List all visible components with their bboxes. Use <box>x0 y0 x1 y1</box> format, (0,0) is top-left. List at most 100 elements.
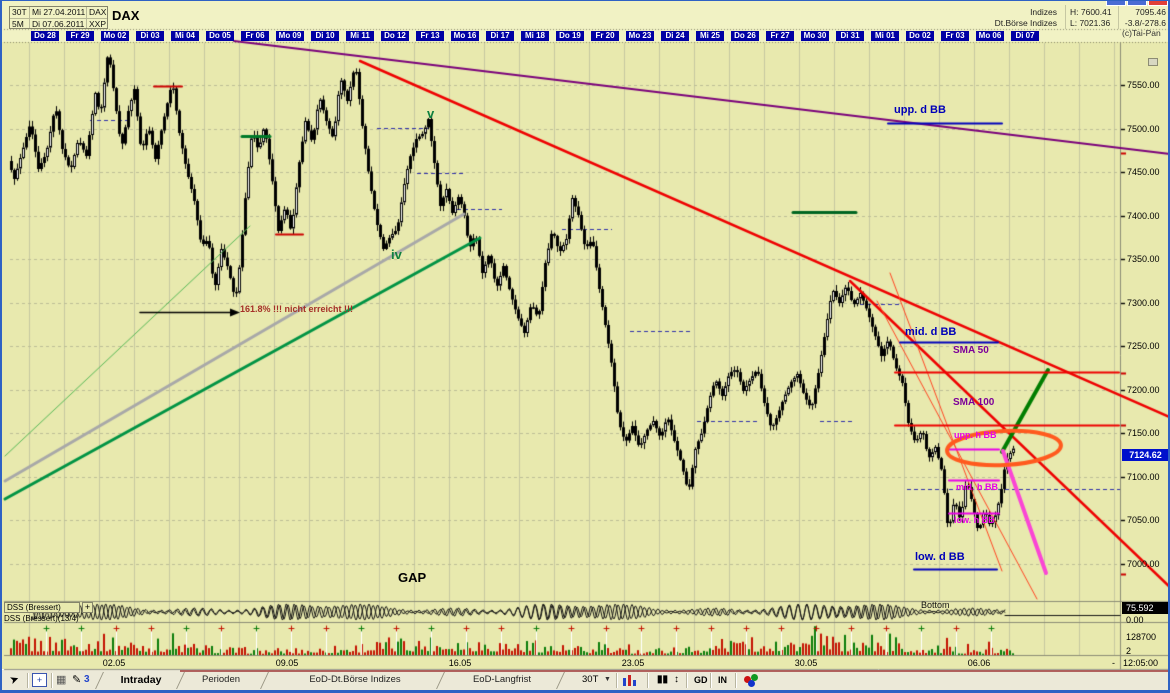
in-button[interactable]: IN <box>718 675 727 685</box>
minimize-button[interactable] <box>1106 1 1126 6</box>
volume-min-label: 2 <box>1126 646 1132 656</box>
price-tick-label: 7550.00 <box>1127 80 1160 90</box>
chevron-down-icon[interactable]: ▼ <box>604 676 611 683</box>
window-layout-icon[interactable]: + <box>32 673 47 687</box>
symbol-cell: DAX <box>89 7 107 17</box>
date-chip: Do 02 <box>906 31 934 41</box>
clock-label: 12:05:00 <box>1123 658 1159 668</box>
toolbar-divider <box>27 673 29 688</box>
volume-max-label: 128700 <box>1126 632 1157 642</box>
mid-hourly-bb-label: mid. h BB <box>956 482 998 492</box>
date-chip: Di 17 <box>486 31 514 41</box>
wave-iv-label: iv <box>391 247 402 262</box>
maximize-button[interactable] <box>1127 1 1147 6</box>
date-cell: Mi 27.04.2011 <box>32 7 87 18</box>
pointer-tool-icon[interactable]: ➤ <box>8 672 21 688</box>
price-tick-label: 7300.00 <box>1127 297 1160 308</box>
tab-top-edge <box>180 670 1168 672</box>
gd-button[interactable]: GD <box>694 675 708 685</box>
dss-zero-label: 0.00 <box>1126 615 1144 625</box>
price-tick-label: 7050.00 <box>1127 515 1160 525</box>
quote-group: Dt.Börse Indizes <box>994 18 1057 28</box>
tab-divider <box>436 672 445 689</box>
date-chip: Mi 11 <box>346 31 374 41</box>
quote-divider <box>1118 5 1119 29</box>
tab-intraday[interactable]: Intraday <box>120 674 162 686</box>
sma50-label: SMA 50 <box>953 345 989 356</box>
tab-perioden[interactable]: Perioden <box>201 674 241 685</box>
date-chip: Do 05 <box>206 31 234 41</box>
tab-divider <box>260 672 269 689</box>
price-tick-label: 7150.00 <box>1127 428 1160 438</box>
upper-daily-bb-label: upp. d BB <box>894 104 946 116</box>
timeframe-select[interactable]: 30T <box>582 674 599 685</box>
calendar-icon[interactable]: ▦ <box>56 674 67 686</box>
toolbar-divider <box>686 673 688 688</box>
object-box-icon[interactable] <box>1148 58 1158 66</box>
toolbar-divider <box>647 673 649 688</box>
updown-arrows-icon[interactable]: ↕ <box>674 674 679 685</box>
clock-dash-label: - <box>1112 658 1115 668</box>
date-chip: Mo 02 <box>101 31 129 41</box>
date-chip: Fr 20 <box>591 31 619 41</box>
mid-daily-bb-label: mid. d BB <box>905 326 957 338</box>
date-chip: Do 19 <box>556 31 584 41</box>
close-button[interactable] <box>1148 1 1168 6</box>
pencil-icon[interactable]: ✎ <box>72 674 82 686</box>
dss-expand-button[interactable]: + <box>82 602 93 613</box>
toolbar-divider <box>616 673 618 688</box>
fibonacci-note-label: 161.8% !!! nicht erreicht !!! <box>240 304 354 314</box>
price-tick-label: 7000.00 <box>1127 558 1160 569</box>
time-tick-label: 02.05 <box>102 658 126 668</box>
quote-last: 7095.46 <box>1135 7 1166 17</box>
date-chip: Di 10 <box>311 31 339 41</box>
bottom-annotation: Bottom <box>921 600 950 610</box>
date-chip: Fr 03 <box>941 31 969 41</box>
time-tick-label: 06.06 <box>967 658 991 668</box>
tab-divider <box>95 672 104 689</box>
toolbar-divider <box>735 673 737 688</box>
date-chip: Mi 01 <box>871 31 899 41</box>
quote-low: L: 7021.36 <box>1070 18 1111 28</box>
lower-daily-bb-label: low. d BB <box>915 551 965 563</box>
tab-divider <box>556 672 565 689</box>
date-chip: Mi 18 <box>521 31 549 41</box>
price-tick-label: 7250.00 <box>1127 341 1160 351</box>
lower-hourly-bb-label: low. h BB <box>954 515 995 525</box>
favorites-clover-icon[interactable] <box>744 674 760 688</box>
symbol-cell: XXP <box>89 18 107 29</box>
date-chip: Fr 13 <box>416 31 444 41</box>
quote-high: H: 7600.41 <box>1070 7 1112 17</box>
timeframe-cell: 5M <box>10 18 30 28</box>
date-chip: Do 28 <box>31 31 59 41</box>
quote-change: -3.8/-278.6 <box>1124 18 1166 28</box>
date-chip: Di 03 <box>136 31 164 41</box>
sma100-label: SMA 100 <box>953 397 995 408</box>
chart-type-icon[interactable] <box>622 675 638 686</box>
dss-indicator-label[interactable]: DSS (Bressert) <box>4 602 80 613</box>
chart-info-box: 30T Mi 27.04.2011 DAX 5M Di 07.06.2011 X… <box>9 6 108 29</box>
date-chip: Mo 30 <box>801 31 829 41</box>
current-price-badge: 7124.62 <box>1122 449 1168 461</box>
tab-eod-dtboerse-indizes[interactable]: EoD-Dt.Börse Indizes <box>309 674 401 685</box>
price-tick-label: 7350.00 <box>1127 254 1160 264</box>
price-tick-label: 7100.00 <box>1127 471 1160 482</box>
date-chip: Di 24 <box>661 31 689 41</box>
date-chip: Mo 09 <box>276 31 304 41</box>
quote-divider <box>1065 5 1066 29</box>
upper-hourly-bb-label: upp. h BB <box>954 430 997 440</box>
date-chip: Mo 23 <box>626 31 654 41</box>
drawing-count-label: 3 <box>84 674 90 685</box>
page-title: DAX <box>112 8 140 23</box>
tab-eod-langfrist[interactable]: EoD-Langfrist <box>472 674 532 685</box>
price-tick-label: 7450.00 <box>1127 167 1160 177</box>
date-chip: Mi 25 <box>696 31 724 41</box>
quote-group: Indizes <box>1030 7 1057 17</box>
price-tick-label: 7200.00 <box>1127 384 1160 395</box>
date-chip: Do 12 <box>381 31 409 41</box>
candle-style-icon[interactable]: ▮▮ <box>657 674 669 685</box>
tab-divider <box>176 672 185 689</box>
date-chip: Do 26 <box>731 31 759 41</box>
